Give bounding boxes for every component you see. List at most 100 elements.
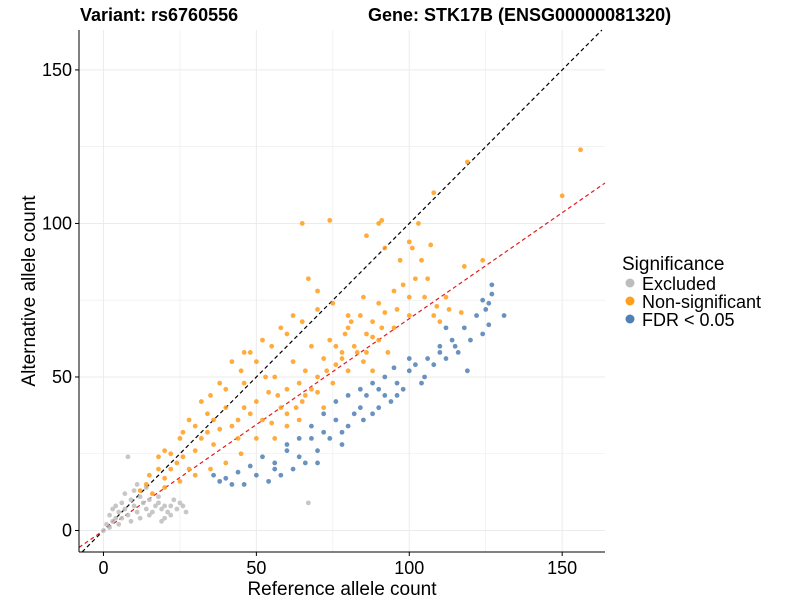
point-non-significant	[333, 343, 339, 349]
point-non-significant	[217, 426, 223, 432]
point-non-significant	[416, 221, 421, 226]
point-non-significant	[357, 313, 363, 318]
point-excluded	[125, 454, 131, 460]
point-non-significant	[290, 313, 296, 318]
point-non-significant	[272, 374, 278, 380]
point-fdr-0-05	[464, 368, 470, 374]
point-non-significant	[223, 405, 229, 411]
point-non-significant	[339, 350, 345, 355]
point-fdr-0-05	[253, 472, 259, 478]
point-non-significant	[284, 411, 290, 417]
point-non-significant	[345, 313, 351, 318]
point-non-significant	[305, 276, 311, 282]
point-fdr-0-05	[468, 337, 473, 343]
point-excluded	[305, 500, 311, 506]
point-non-significant	[168, 451, 174, 457]
point-fdr-0-05	[486, 322, 492, 328]
point-excluded	[107, 525, 112, 530]
point-non-significant	[382, 310, 388, 315]
point-excluded	[140, 500, 146, 506]
point-excluded	[110, 506, 116, 512]
axes	[78, 30, 605, 553]
point-non-significant	[309, 343, 314, 349]
point-non-significant	[446, 307, 452, 312]
point-fdr-0-05	[345, 393, 351, 398]
point-fdr-0-05	[272, 466, 278, 472]
point-fdr-0-05	[480, 297, 486, 303]
point-non-significant	[247, 411, 253, 417]
point-excluded	[180, 503, 186, 509]
point-non-significant	[146, 472, 152, 478]
point-non-significant	[397, 257, 403, 263]
point-fdr-0-05	[443, 356, 449, 361]
point-non-significant	[370, 319, 375, 325]
point-excluded	[125, 512, 131, 518]
x-tick-label: 0	[98, 558, 108, 578]
point-non-significant	[330, 300, 336, 306]
point-non-significant	[464, 159, 470, 165]
point-non-significant	[186, 466, 192, 472]
point-fdr-0-05	[217, 478, 223, 484]
reference-lines	[78, 29, 606, 553]
point-excluded	[119, 515, 125, 521]
point-non-significant	[269, 420, 275, 426]
point-non-significant	[348, 319, 354, 325]
point-fdr-0-05	[422, 374, 427, 380]
point-non-significant	[269, 343, 275, 349]
point-excluded	[168, 503, 174, 509]
point-excluded	[159, 518, 164, 524]
point-non-significant	[156, 466, 161, 472]
point-non-significant	[293, 405, 299, 411]
point-excluded	[153, 503, 158, 509]
point-excluded	[183, 509, 189, 515]
point-non-significant	[162, 475, 168, 481]
point-non-significant	[315, 307, 320, 312]
point-non-significant	[385, 350, 391, 355]
point-fdr-0-05	[211, 472, 216, 478]
point-non-significant	[156, 454, 161, 460]
point-non-significant	[315, 374, 320, 380]
point-non-significant	[180, 429, 186, 435]
legend-swatch-fdr	[625, 314, 635, 324]
point-fdr-0-05	[486, 300, 492, 306]
point-non-significant	[238, 451, 244, 457]
point-non-significant	[379, 217, 385, 223]
point-fdr-0-05	[394, 393, 400, 398]
point-non-significant	[192, 472, 198, 478]
point-non-significant	[437, 319, 443, 325]
point-non-significant	[422, 294, 427, 300]
point-excluded	[122, 506, 128, 512]
point-non-significant	[208, 393, 213, 398]
point-non-significant	[284, 423, 290, 429]
point-non-significant	[290, 359, 296, 365]
point-fdr-0-05	[364, 393, 369, 398]
legend-label-fdr: FDR < 0.05	[642, 310, 735, 330]
point-non-significant	[235, 417, 241, 423]
point-excluded	[113, 503, 119, 509]
point-non-significant	[412, 276, 418, 282]
point-non-significant	[278, 325, 284, 331]
point-fdr-0-05	[235, 469, 241, 475]
point-fdr-0-05	[419, 380, 424, 386]
point-fdr-0-05	[376, 386, 382, 392]
point-non-significant	[425, 276, 431, 282]
point-fdr-0-05	[333, 399, 339, 404]
point-excluded	[156, 494, 161, 500]
point-fdr-0-05	[455, 350, 461, 355]
point-fdr-0-05	[223, 475, 229, 481]
point-excluded	[165, 509, 171, 515]
point-non-significant	[321, 356, 327, 361]
y-tick-label: 50	[52, 367, 72, 387]
point-fdr-0-05	[260, 454, 265, 460]
point-excluded	[101, 528, 106, 533]
legend-title: Significance	[622, 254, 724, 275]
point-non-significant	[149, 491, 155, 497]
point-fdr-0-05	[400, 386, 406, 392]
point-non-significant	[351, 343, 357, 349]
point-non-significant	[364, 233, 369, 239]
x-tick-label: 100	[394, 558, 424, 578]
point-fdr-0-05	[370, 411, 375, 417]
point-non-significant	[223, 386, 229, 392]
point-fdr-0-05	[284, 442, 290, 447]
point-non-significant	[394, 307, 400, 312]
